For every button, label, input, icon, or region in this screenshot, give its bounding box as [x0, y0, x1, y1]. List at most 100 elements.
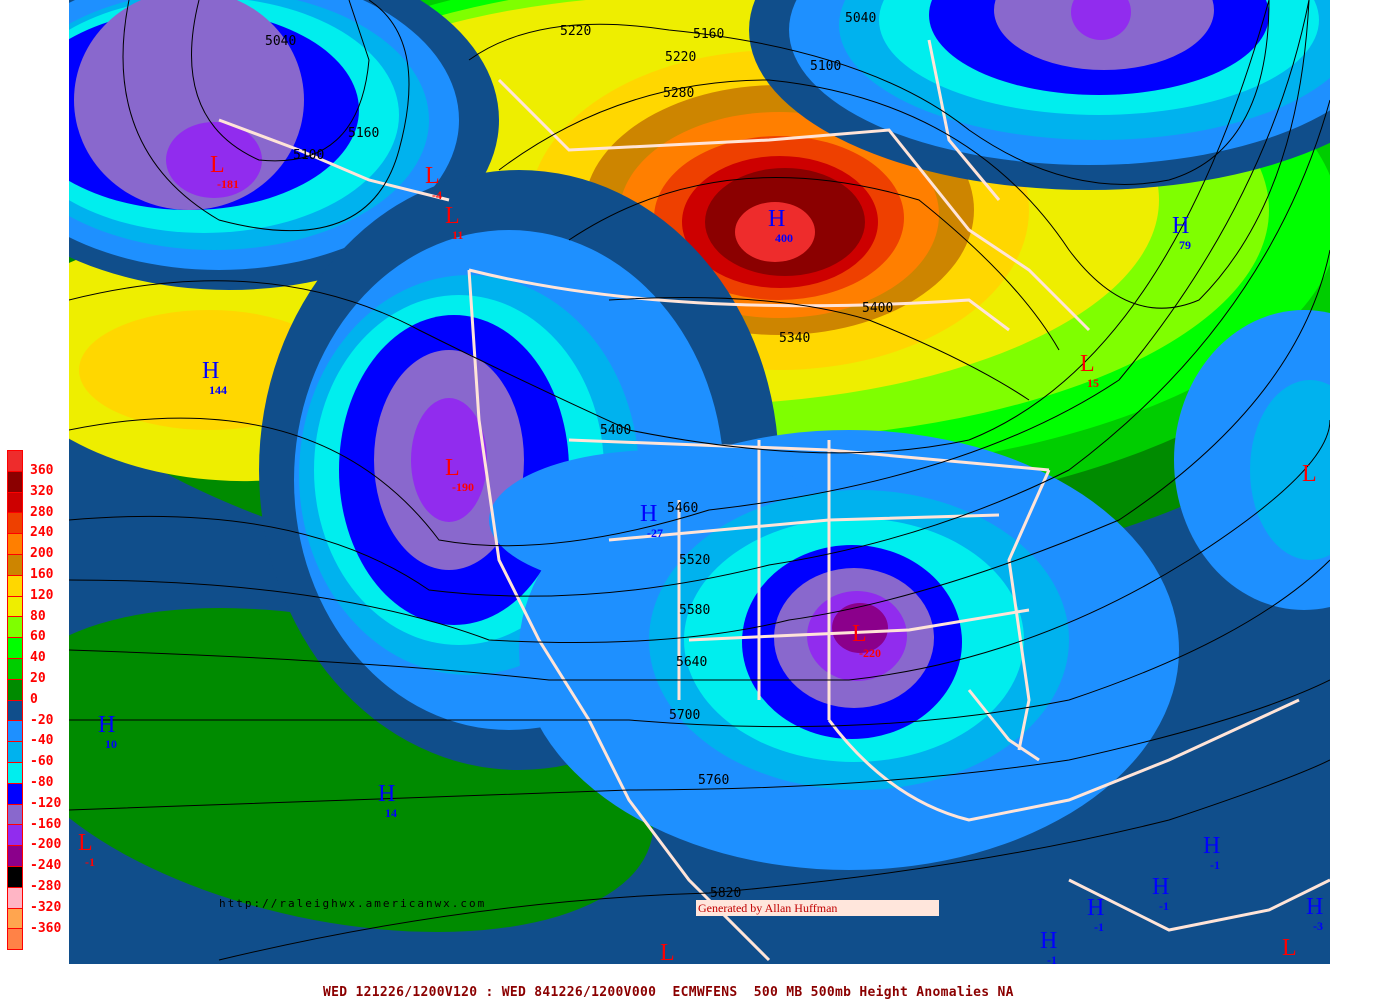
legend-swatch [7, 928, 23, 951]
legend-label: -280 [30, 879, 62, 894]
legend-swatch [7, 533, 23, 554]
legend-label: -20 [30, 712, 54, 728]
pressure-center: L [1302, 461, 1317, 487]
legend-label: -60 [30, 754, 54, 770]
center-value: -190 [452, 480, 474, 494]
legend-label: -160 [30, 816, 62, 832]
legend-label: -200 [30, 837, 62, 853]
center-letter: H [1040, 928, 1057, 954]
credit-box: Generated by Allan Huffman [696, 900, 939, 916]
pressure-center: L11 [445, 203, 463, 242]
center-letter: H [1087, 895, 1104, 921]
pressure-center: L [1282, 935, 1297, 961]
pressure-center: L15 [1080, 351, 1099, 390]
center-letter: H [1306, 894, 1323, 920]
legend-swatch [7, 865, 23, 887]
legend-label: 280 [30, 504, 54, 520]
pressure-center: H14 [378, 781, 397, 820]
anomaly-map-canvas: 5040 5220 5160 5220 5040 5100 5280 5160 5100 5400… [69, 0, 1330, 964]
center-value: -27 [647, 526, 663, 540]
contour-label: 5280 [663, 86, 694, 101]
pressure-center: H-3 [1306, 894, 1323, 933]
contour-label: 5340 [779, 331, 810, 346]
center-letter: L [1080, 351, 1095, 377]
legend-label: 160 [30, 567, 54, 582]
legend-swatch [7, 512, 23, 534]
center-value: 11 [452, 228, 463, 242]
contour-label: 5820 [710, 886, 741, 901]
center-value: 144 [209, 383, 227, 397]
legend-swatch [7, 782, 23, 804]
center-letter: H [98, 712, 115, 738]
legend-label: -320 [30, 899, 62, 915]
center-letter: H [1152, 874, 1169, 900]
pressure-center: L-190 [445, 455, 474, 494]
legend-swatch [7, 907, 23, 929]
source-url: http://raleighwx.americanwx.com [219, 897, 487, 910]
center-letter: H [202, 358, 219, 384]
legend-label: 60 [30, 629, 46, 645]
legend-swatch [7, 886, 23, 908]
color-legend: 360 320 280 240 200 160 120 80 60 40 20 0 -20 -40 -60-… [7, 450, 61, 951]
contour-label: 5160 [693, 27, 724, 42]
legend-label: 360 [30, 463, 54, 478]
contour-label: 5160 [348, 126, 379, 141]
center-value: 400 [775, 231, 793, 245]
pressure-center: L-1 [78, 830, 95, 869]
legend-swatch [7, 845, 23, 866]
contour-label: 5400 [600, 423, 631, 438]
center-letter: H [1172, 213, 1189, 239]
contour-label: 5220 [665, 50, 696, 65]
center-letter: L [660, 940, 675, 964]
legend-swatch [7, 595, 23, 617]
contour-label: 5400 [862, 301, 893, 316]
pressure-center: H-1 [1087, 895, 1104, 934]
center-value: 15 [1087, 376, 1099, 390]
contour-label: 5640 [676, 655, 707, 670]
legend-label: 320 [30, 483, 54, 499]
center-letter: L [445, 203, 460, 229]
legend-swatch [7, 803, 23, 825]
pressure-center: L-220 [852, 621, 881, 660]
legend-label: -80 [30, 775, 54, 790]
anomaly-band [1250, 380, 1330, 560]
legend-label: -120 [30, 795, 62, 811]
center-letter: L [1282, 935, 1297, 961]
center-letter: L [78, 830, 93, 856]
center-value: -1 [1094, 920, 1104, 934]
contour-label: 5040 [265, 34, 296, 49]
anomaly-band [1071, 0, 1131, 40]
contour-label: 5520 [679, 553, 710, 568]
height-contours [69, 0, 1330, 961]
anomaly-band [735, 202, 815, 262]
contour-labels: 5040 5220 5160 5220 5040 5100 5280 5160 5100 5400… [265, 11, 893, 901]
contour-label: 5040 [845, 11, 876, 26]
legend-label: -360 [30, 920, 62, 936]
legend-swatch [7, 699, 23, 721]
legend-swatch [7, 553, 23, 575]
legend-swatch [7, 616, 23, 638]
legend-label: 80 [30, 608, 46, 624]
center-letter: L [445, 455, 460, 481]
contour-label: 5100 [293, 148, 324, 163]
center-letter: L [210, 152, 225, 178]
anomaly-band [411, 398, 487, 522]
legend-swatch [7, 720, 23, 742]
center-value: -181 [217, 177, 239, 191]
center-letter: H [768, 206, 785, 232]
legend-label: -240 [30, 858, 62, 874]
legend-label: 200 [30, 546, 54, 562]
center-value: 14 [385, 806, 397, 820]
legend-swatch [7, 761, 23, 783]
center-value: -3 [1313, 919, 1323, 933]
pressure-center: L-181 [210, 152, 239, 191]
legend-label: 240 [30, 525, 54, 541]
legend-swatch [7, 491, 23, 513]
center-value: -1 [1210, 858, 1220, 872]
center-value: 79 [1179, 238, 1191, 252]
pressure-center: H79 [1172, 213, 1191, 252]
pressure-center: H-27 [640, 501, 663, 540]
legend-swatch [7, 657, 23, 679]
center-value: -4 [432, 188, 442, 202]
